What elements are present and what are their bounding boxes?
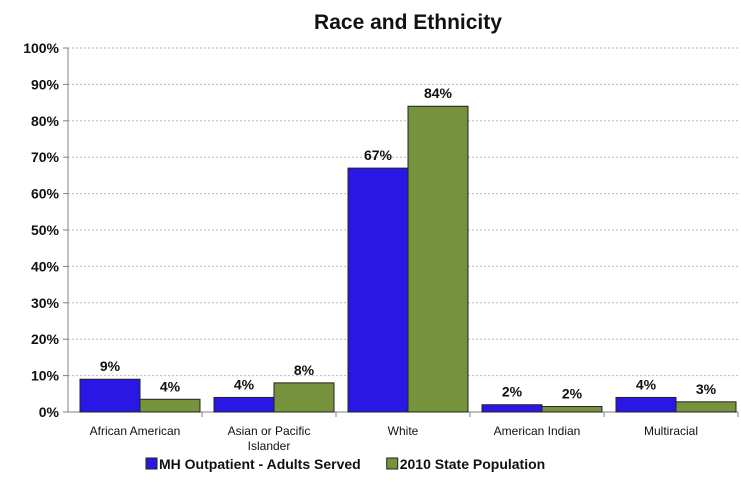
legend-swatch: [145, 457, 158, 470]
bar-state-population: [139, 398, 201, 413]
legend-label: MH Outpatient - Adults Served: [159, 456, 361, 472]
data-label: 9%: [100, 358, 121, 374]
category-label: Asian or Pacific: [228, 424, 311, 438]
y-tick-label: 0%: [39, 404, 60, 420]
bar-state-population: [273, 382, 335, 413]
y-tick-label: 60%: [31, 186, 60, 202]
y-tick-label: 100%: [23, 40, 59, 56]
category-label: American Indian: [494, 424, 581, 438]
data-label: 84%: [424, 85, 453, 101]
data-label: 8%: [294, 362, 315, 378]
y-tick-label: 70%: [31, 149, 60, 165]
data-label: 67%: [364, 147, 393, 163]
legend-label: 2010 State Population: [400, 456, 545, 472]
y-tick-label: 10%: [31, 368, 60, 384]
y-tick-label: 80%: [31, 113, 60, 129]
y-tick-label: 40%: [31, 258, 60, 274]
bar-mh-outpatient: [481, 404, 543, 413]
bar-mh-outpatient: [213, 396, 275, 413]
y-tick-label: 20%: [31, 331, 60, 347]
y-tick-label: 30%: [31, 295, 60, 311]
chart-title: Race and Ethnicity: [314, 11, 502, 34]
bar-mh-outpatient: [615, 396, 677, 413]
bar-mh-outpatient: [347, 167, 409, 413]
y-tick-label: 90%: [31, 76, 60, 92]
category-label: Islander: [248, 439, 291, 453]
y-tick-label: 50%: [31, 222, 60, 238]
bar-mh-outpatient: [79, 378, 141, 413]
bar-state-population: [541, 406, 603, 413]
data-label: 2%: [502, 384, 523, 400]
category-label: African American: [90, 424, 181, 438]
data-label: 4%: [160, 378, 181, 394]
data-label: 2%: [562, 386, 583, 402]
data-label: 4%: [234, 376, 255, 392]
data-label: 3%: [696, 381, 717, 397]
data-label: 4%: [636, 376, 657, 392]
bar-state-population: [675, 401, 737, 413]
legend-swatch: [386, 457, 399, 470]
category-label: White: [388, 424, 419, 438]
bar-state-population: [407, 105, 469, 413]
category-label: Multiracial: [644, 424, 698, 438]
